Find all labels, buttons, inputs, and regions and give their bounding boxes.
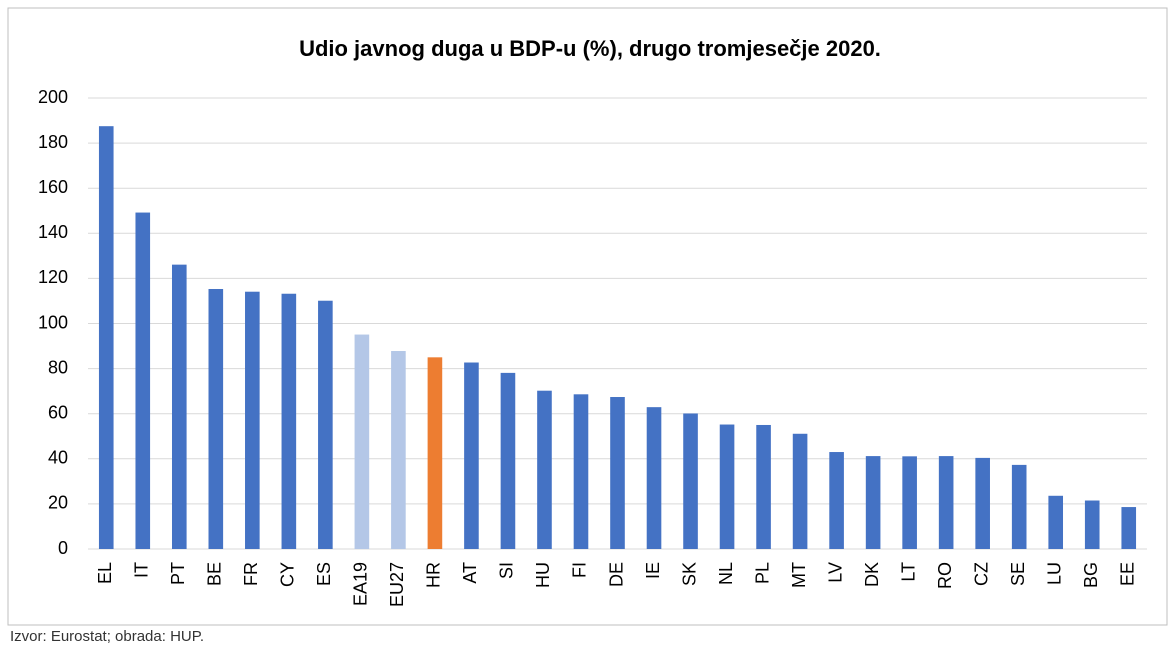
y-tick-label: 0 [58, 538, 68, 558]
bar [902, 456, 917, 549]
x-tick-label: FI [570, 562, 590, 578]
bar [281, 293, 297, 549]
bar [354, 334, 370, 549]
x-tick-label: IT [132, 562, 152, 578]
x-tick-label: PT [168, 562, 188, 585]
y-tick-label: 20 [48, 493, 68, 513]
bar [245, 291, 260, 549]
bar [865, 456, 881, 549]
x-tick-label: SE [1008, 562, 1028, 586]
x-tick-label: HU [533, 562, 553, 588]
y-tick-label: 80 [48, 357, 68, 377]
bar [938, 456, 954, 549]
x-tick-label: AT [460, 562, 480, 584]
x-tick-label: EL [95, 562, 115, 584]
y-tick-label: 100 [38, 312, 68, 332]
bar [135, 212, 151, 549]
bar [1084, 500, 1100, 549]
chart-title: Udio javnog duga u BDP-u (%), drugo trom… [299, 36, 881, 61]
x-tick-label: BE [205, 562, 225, 586]
x-tick-label: HR [424, 562, 444, 588]
x-tick-label: LV [825, 562, 845, 583]
y-tick-label: 140 [38, 222, 68, 242]
x-tick-label: EU27 [387, 562, 407, 607]
x-tick-label: CZ [971, 562, 991, 586]
x-tick-label: FR [241, 562, 261, 586]
x-tick-label: LU [1044, 562, 1064, 585]
bar [719, 424, 735, 549]
source-note: Izvor: Eurostat; obrada: HUP. [10, 628, 204, 645]
bar [646, 407, 662, 549]
x-tick-label: BG [1081, 562, 1101, 588]
bar [1121, 507, 1137, 549]
x-tick-label: ES [314, 562, 334, 586]
bar [427, 357, 443, 549]
bar [318, 300, 333, 549]
bar [208, 288, 224, 549]
bar [829, 452, 844, 549]
x-tick-label: SK [679, 562, 699, 586]
x-tick-label: DE [606, 562, 626, 587]
x-tick-label: EA19 [351, 562, 371, 606]
bar [573, 394, 589, 549]
bar [1011, 464, 1027, 549]
bar [171, 264, 187, 549]
bar [500, 372, 516, 549]
y-tick-label: 160 [38, 177, 68, 197]
x-tick-label: EE [1117, 562, 1137, 586]
x-tick-label: MT [789, 562, 809, 588]
bar [98, 126, 114, 549]
y-tick-label: 60 [48, 402, 68, 422]
bar [391, 351, 406, 549]
y-tick-label: 40 [48, 448, 68, 468]
bar [683, 413, 698, 549]
y-tick-label: 200 [38, 87, 68, 107]
x-tick-label: SI [497, 562, 517, 579]
x-tick-label: IE [643, 562, 663, 579]
x-tick-label: DK [862, 562, 882, 587]
bar [464, 362, 479, 549]
x-tick-label: CY [278, 562, 298, 587]
bar [792, 433, 808, 549]
x-tick-label: PL [752, 562, 772, 584]
bar [756, 424, 771, 549]
x-tick-label: RO [935, 562, 955, 589]
bar [1048, 495, 1064, 549]
x-tick-label: LT [898, 562, 918, 582]
y-tick-label: 180 [38, 132, 68, 152]
bar [537, 390, 552, 549]
x-tick-label: NL [716, 562, 736, 585]
bar [610, 397, 625, 549]
bar [975, 457, 990, 549]
y-tick-label: 120 [38, 267, 68, 287]
